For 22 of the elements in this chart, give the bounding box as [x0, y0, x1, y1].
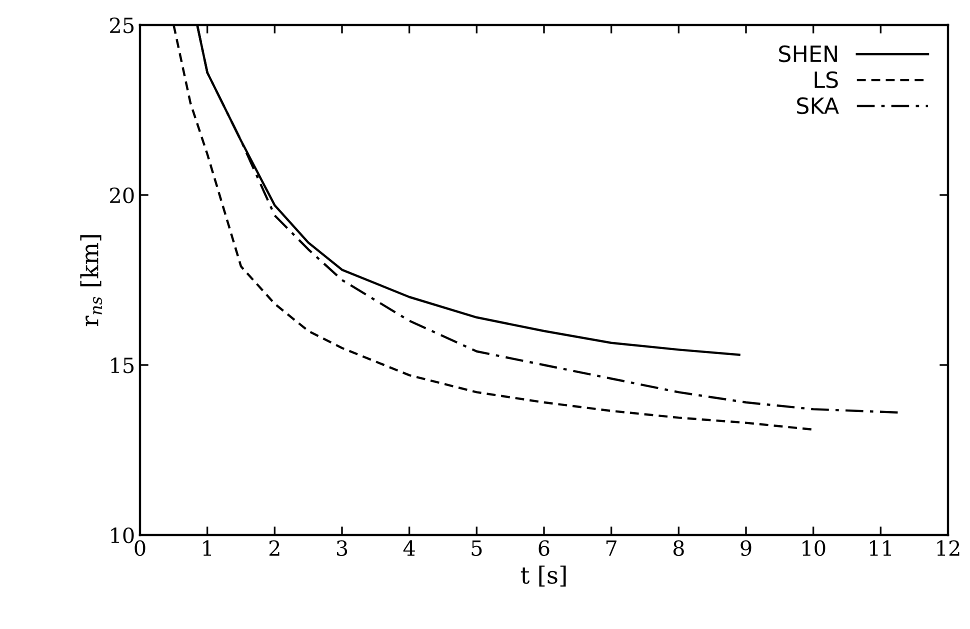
y-axis-title: r$_{ns}$ [km] [80, 235, 102, 326]
legend-label: LS [814, 71, 838, 88]
x-tick-label: 10 [802, 540, 826, 556]
x-tick-label: 3 [336, 540, 348, 556]
y-tick-label: 10 [111, 527, 134, 544]
legend-label: SKA [797, 97, 839, 114]
x-axis-title: t [s] [520, 566, 566, 587]
x-tick-label: 6 [538, 540, 550, 556]
x-tick-label: 4 [403, 540, 415, 556]
y-tick-label: 15 [111, 357, 134, 374]
x-tick-label: 7 [606, 540, 616, 556]
y-tick-label: 20 [110, 187, 134, 204]
legend-label: SHEN [779, 45, 837, 62]
x-tick-label: 5 [472, 540, 482, 556]
x-tick-label: 2 [269, 540, 280, 556]
x-tick-label: 11 [870, 540, 891, 556]
x-tick-label: 12 [937, 540, 960, 556]
x-tick-label: 8 [673, 540, 684, 556]
x-tick-label: 1 [203, 540, 211, 556]
x-tick-label: 0 [134, 540, 146, 556]
y-tick-label: 25 [110, 17, 134, 34]
x-tick-label: 9 [740, 540, 752, 556]
